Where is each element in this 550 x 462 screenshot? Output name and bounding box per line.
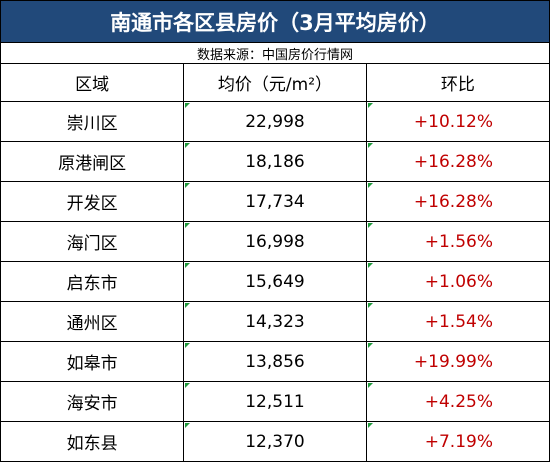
cell-text: 18,186 xyxy=(245,151,305,172)
change: +16.28% xyxy=(365,141,549,182)
data-row: 启东市 15,649 +1.06% xyxy=(1,261,549,302)
cell-marker xyxy=(367,383,373,388)
cell-marker xyxy=(367,143,373,148)
cell-marker xyxy=(185,263,191,268)
cell-marker xyxy=(367,103,373,108)
cell-text: +10.12% xyxy=(413,111,493,132)
avg-price: 17,734 xyxy=(183,181,367,222)
data-row: 海门区 16,998 +1.56% xyxy=(1,221,549,262)
cell-marker xyxy=(367,183,373,188)
cell-text: 17,734 xyxy=(245,191,305,212)
cell-marker xyxy=(367,343,373,348)
cell-marker xyxy=(367,223,373,228)
cell-text: 启东市 xyxy=(66,274,118,294)
cell-text: 16,998 xyxy=(245,231,305,252)
district: 如东县 xyxy=(1,421,185,461)
cell-text: 开发区 xyxy=(66,194,118,214)
district: 启东市 xyxy=(1,261,185,302)
data-row: 崇川区 22,998 +10.12% xyxy=(1,101,549,142)
cell-text: 22,998 xyxy=(245,111,305,132)
cell-text: 崇川区 xyxy=(66,114,118,134)
cell-marker xyxy=(367,423,373,428)
cell-marker xyxy=(185,383,191,388)
change: +1.56% xyxy=(365,221,549,262)
column-header: 环比 xyxy=(365,64,549,102)
data-row: 如东县 12,370 +7.19% xyxy=(1,421,549,461)
district: 崇川区 xyxy=(1,101,185,142)
cell-marker xyxy=(185,183,191,188)
change: +10.12% xyxy=(365,101,549,142)
cell-marker xyxy=(185,423,191,428)
district: 海门区 xyxy=(1,221,185,262)
cell-marker xyxy=(185,223,191,228)
avg-price: 22,998 xyxy=(183,101,367,142)
change: +16.28% xyxy=(365,181,549,222)
avg-price: 18,186 xyxy=(183,141,367,182)
cell-marker xyxy=(185,343,191,348)
avg-price: 12,511 xyxy=(183,381,367,422)
avg-price: 12,370 xyxy=(183,421,367,461)
change: +7.19% xyxy=(365,421,549,461)
avg-price: 14,323 xyxy=(183,301,367,342)
cell-text: 如皋市 xyxy=(66,354,118,374)
district: 开发区 xyxy=(1,181,185,222)
district: 如皋市 xyxy=(1,341,185,382)
cell-text: 15,649 xyxy=(245,271,305,292)
source-note: 数据来源：中国房价行情网 xyxy=(1,43,549,64)
cell-text: 如东县 xyxy=(66,434,118,454)
district: 原港闸区 xyxy=(1,141,185,182)
column-header: 均价（元/m²） xyxy=(183,64,367,102)
cell-text: +16.28% xyxy=(413,191,493,212)
cell-text: 原港闸区 xyxy=(58,154,127,174)
cell-text: 海安市 xyxy=(66,394,118,414)
cell-text: 海门区 xyxy=(66,234,118,254)
cell-text: 14,323 xyxy=(245,311,305,332)
cell-marker xyxy=(185,143,191,148)
header-row: 区域 均价（元/m²） 环比 xyxy=(1,64,549,102)
avg-price: 15,649 xyxy=(183,261,367,302)
cell-marker xyxy=(185,103,191,108)
change: +19.99% xyxy=(365,341,549,382)
table-title: 南通市各区县房价（3月平均房价） xyxy=(1,1,549,43)
cell-text: +1.56% xyxy=(424,231,493,252)
change: +1.54% xyxy=(365,301,549,342)
cell-text: +1.06% xyxy=(424,271,493,292)
cell-text: +16.28% xyxy=(413,151,493,172)
cell-text: 13,856 xyxy=(245,351,305,372)
column-header: 区域 xyxy=(1,64,185,102)
price-table: 区域 均价（元/m²） 环比崇川区 22,998 +10.12% 原港闸区 18,186 +1… xyxy=(1,64,549,461)
change: +4.25% xyxy=(365,381,549,422)
cell-marker xyxy=(367,303,373,308)
district: 通州区 xyxy=(1,301,185,342)
data-row: 原港闸区 18,186 +16.28% xyxy=(1,141,549,182)
cell-marker xyxy=(185,303,191,308)
cell-text: 12,370 xyxy=(245,431,305,452)
cell-text: 12,511 xyxy=(245,391,305,412)
data-row: 海安市 12,511 +4.25% xyxy=(1,381,549,422)
district: 海安市 xyxy=(1,381,185,422)
avg-price: 13,856 xyxy=(183,341,367,382)
data-row: 开发区 17,734 +16.28% xyxy=(1,181,549,222)
change: +1.06% xyxy=(365,261,549,302)
data-row: 通州区 14,323 +1.54% xyxy=(1,301,549,342)
cell-text: +1.54% xyxy=(424,311,493,332)
cell-text: 通州区 xyxy=(66,314,118,334)
avg-price: 16,998 xyxy=(183,221,367,262)
cell-text: +4.25% xyxy=(424,391,493,412)
cell-marker xyxy=(367,263,373,268)
cell-text: +19.99% xyxy=(413,351,493,372)
cell-text: +7.19% xyxy=(424,431,493,452)
data-row: 如皋市 13,856 +19.99% xyxy=(1,341,549,382)
